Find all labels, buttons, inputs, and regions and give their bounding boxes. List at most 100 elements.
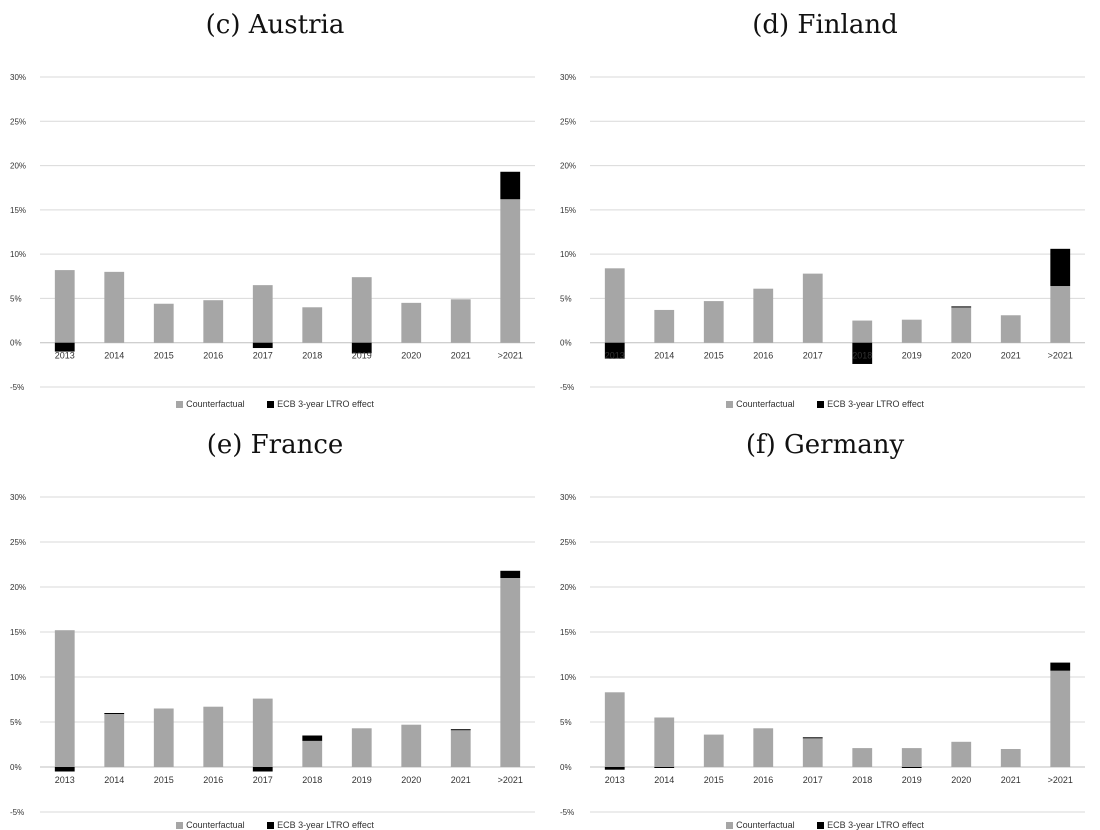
x-tick-label: 2015 [704, 775, 724, 785]
y-tick-label: 0% [10, 339, 22, 348]
bar-counterfactual [753, 728, 774, 767]
bar-counterfactual [703, 734, 724, 767]
y-tick-label: 10% [10, 250, 26, 259]
y-tick-label: 10% [10, 673, 26, 682]
bar-counterfactual [901, 748, 922, 767]
bar-counterfactual [901, 319, 922, 343]
bar-ltro-effect [604, 342, 625, 359]
bar-ltro-effect [901, 767, 922, 768]
bar-counterfactual [450, 730, 471, 767]
bar-counterfactual [654, 717, 675, 767]
x-tick-label: 2015 [154, 351, 174, 361]
legend-item-effect: ECB 3-year LTRO effect [817, 820, 924, 830]
bar-ltro-effect [500, 570, 521, 578]
x-tick-label: 2021 [451, 351, 471, 361]
bar-counterfactual [500, 199, 521, 343]
chart-panel-austria: (c) Austria 30% 25% 20% 15% 10% 5% 0% -5% 2013 20… [0, 0, 550, 415]
x-tick-label: 2015 [704, 351, 724, 361]
bar-counterfactual [302, 740, 323, 767]
legend-label-counterfactual: Counterfactual [736, 820, 795, 830]
chart-svg: 30% 25% 20% 15% 10% 5% 0% -5% 2013 2014 2015 2016 20… [560, 73, 1085, 392]
bar-counterfactual [654, 309, 675, 343]
x-tick-label: 2019 [902, 775, 922, 785]
legend-swatch-effect [267, 401, 275, 409]
x-tick-label: 2013 [55, 351, 75, 361]
x-tick-label: 2019 [902, 351, 922, 361]
x-tick-label: >2021 [498, 775, 523, 785]
bar-counterfactual [351, 277, 372, 343]
x-tick-label: 2014 [654, 775, 674, 785]
chart-legend: Counterfactual ECB 3-year LTRO effect [550, 820, 1100, 830]
bar-counterfactual [203, 706, 224, 767]
x-tick-label: >2021 [498, 351, 523, 361]
x-tick-label: 2014 [654, 351, 674, 361]
chart-panel-france: (e) France 30% 25% 20% 15% 10% 5% 0% -5% 2013 201… [0, 415, 550, 830]
bar-counterfactual [1000, 315, 1021, 343]
chart-title: (c) Austria [205, 10, 345, 40]
bar-counterfactual [604, 692, 625, 767]
x-tick-label: 2014 [104, 351, 124, 361]
bar-ltro-effect [500, 171, 521, 200]
y-tick-label: 25% [10, 117, 26, 126]
y-tick-label: -5% [560, 383, 574, 392]
y-tick-label: 15% [560, 628, 576, 637]
y-tick-label: 0% [560, 339, 572, 348]
bar-counterfactual [54, 270, 75, 343]
x-tick-label: 2014 [104, 775, 124, 785]
y-tick-label: 15% [10, 206, 26, 215]
x-tick-label: 2020 [951, 351, 971, 361]
bar-counterfactual [153, 708, 174, 767]
legend-label-counterfactual: Counterfactual [736, 399, 795, 409]
chart-svg: 30% 25% 20% 15% 10% 5% 0% -5% 2013 2014 2015 2016 20… [10, 73, 535, 392]
bar-counterfactual [104, 271, 125, 343]
bar-counterfactual [802, 273, 823, 343]
y-tick-label: 25% [10, 538, 26, 547]
legend-swatch-counterfactual [726, 822, 734, 830]
bar-ltro-effect [104, 713, 125, 714]
x-tick-label: 2017 [803, 351, 823, 361]
x-tick-label: 2021 [451, 775, 471, 785]
bar-counterfactual [703, 301, 724, 343]
bar-ltro-effect [54, 767, 75, 772]
legend-swatch-counterfactual [176, 822, 184, 830]
bar-counterfactual [104, 713, 125, 767]
bar-counterfactual [951, 307, 972, 343]
x-tick-label: 2016 [203, 775, 223, 785]
chart-legend: Counterfactual ECB 3-year LTRO effect [0, 399, 550, 409]
y-tick-label: 30% [560, 493, 576, 502]
x-tick-label: 2017 [253, 351, 273, 361]
legend-swatch-counterfactual [176, 401, 184, 409]
y-tick-label: 5% [560, 718, 572, 727]
bar-counterfactual [852, 320, 873, 343]
x-tick-label: 2020 [951, 775, 971, 785]
legend-label-effect: ECB 3-year LTRO effect [277, 820, 374, 830]
x-tick-label: 2013 [605, 351, 625, 361]
legend-label-effect: ECB 3-year LTRO effect [827, 820, 924, 830]
x-tick-label: 2018 [852, 775, 872, 785]
bar-ltro-effect [302, 735, 323, 741]
bar-counterfactual [1050, 670, 1071, 767]
x-tick-label: 2020 [401, 351, 421, 361]
y-tick-label: 30% [10, 493, 26, 502]
chart-title: (f) Germany [745, 430, 905, 460]
y-tick-label: 10% [560, 250, 576, 259]
bar-counterfactual [351, 728, 372, 767]
bar-counterfactual [203, 300, 224, 343]
y-tick-label: 30% [10, 73, 26, 82]
legend-label-counterfactual: Counterfactual [186, 399, 245, 409]
bar-counterfactual [951, 741, 972, 767]
x-tick-label: 2017 [803, 775, 823, 785]
bar-counterfactual [401, 302, 422, 343]
legend-swatch-effect [817, 401, 825, 409]
y-tick-label: 20% [10, 162, 26, 171]
bar-counterfactual [753, 288, 774, 343]
x-tick-label: >2021 [1048, 775, 1073, 785]
x-tick-label: 2021 [1001, 351, 1021, 361]
x-tick-label: 2018 [852, 351, 872, 361]
chart-legend: Counterfactual ECB 3-year LTRO effect [550, 399, 1100, 409]
bar-counterfactual [153, 303, 174, 343]
x-tick-label: 2020 [401, 775, 421, 785]
y-tick-label: 20% [560, 162, 576, 171]
legend-item-effect: ECB 3-year LTRO effect [817, 399, 924, 409]
bar-ltro-effect [1050, 662, 1071, 671]
